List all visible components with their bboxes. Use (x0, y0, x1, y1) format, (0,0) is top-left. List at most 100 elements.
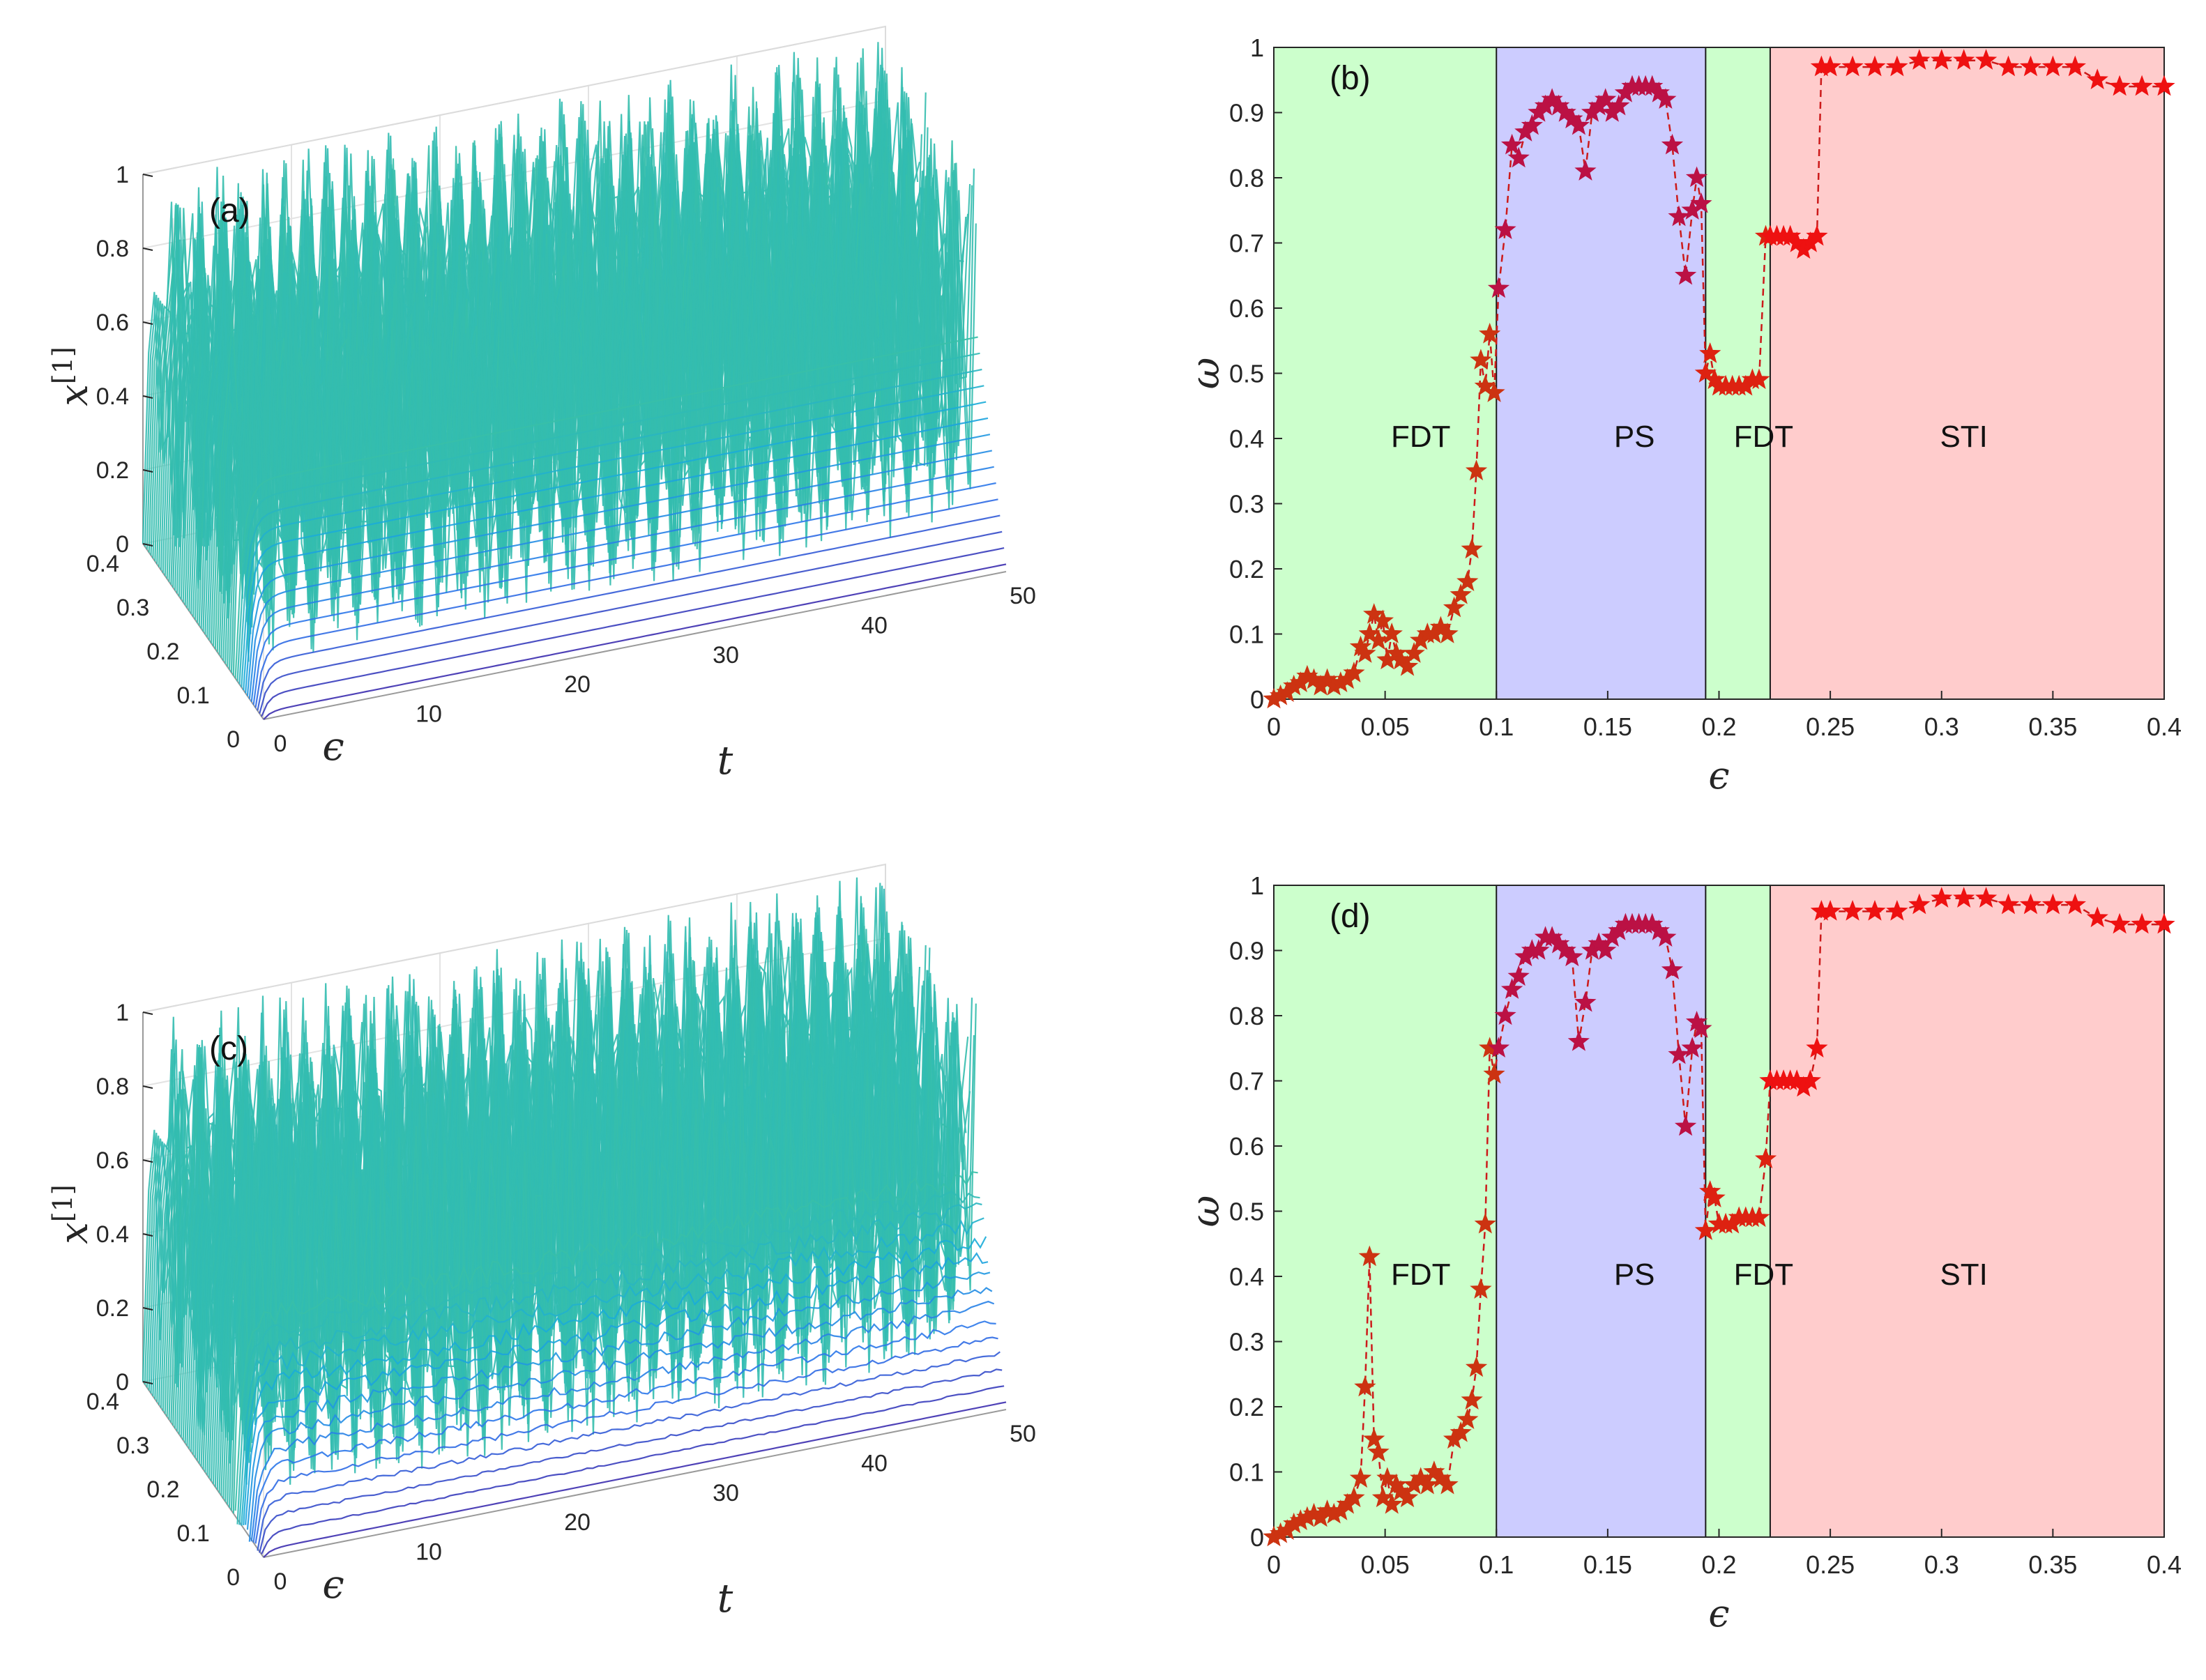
data-point (1931, 49, 1953, 70)
data-point (1661, 133, 1684, 155)
surface (142, 877, 1007, 1558)
data-point (1886, 899, 1908, 921)
data-point (1500, 133, 1523, 155)
region-label: FDT (1391, 1258, 1451, 1292)
region-label: STI (1940, 420, 1987, 454)
data-point (1367, 629, 1390, 650)
x-tick-label: 0.2 (1701, 1550, 1736, 1579)
data-point (1574, 160, 1597, 181)
data-point (1674, 1115, 1697, 1136)
eps-tick-label: 0 (227, 1564, 240, 1591)
surface-line (248, 450, 993, 699)
region-label: STI (1940, 1258, 1987, 1292)
data-point (1699, 342, 1721, 363)
x-tick-label: 0.3 (1924, 712, 1959, 741)
axis-frame (263, 571, 1007, 720)
z-axis-label-sup: [1] (47, 346, 78, 384)
surface-line (243, 401, 987, 691)
z-axis-label-sup: [1] (47, 1184, 78, 1222)
region-label: PS (1614, 1258, 1655, 1292)
z-tick-label: 0.6 (96, 310, 129, 336)
y-tick-label: 0 (1250, 1523, 1264, 1552)
data-point (2086, 906, 2108, 928)
data-point (1343, 662, 1365, 682)
t-tick-label: 10 (416, 1539, 442, 1566)
data-point (1841, 55, 1864, 77)
surface-line (250, 1300, 995, 1542)
t-axis-label: t (717, 738, 733, 784)
surface-plot-c: 00.20.40.60.8100.10.20.30.401020304050tϵ… (47, 863, 1036, 1621)
surface-line (238, 368, 982, 685)
region-ps-1 (1496, 885, 1706, 1537)
x-axis-label: ϵ (1708, 754, 1729, 797)
z-tick-label: 0.2 (96, 457, 129, 484)
data-point (2019, 893, 2042, 915)
data-point (2041, 893, 2064, 915)
data-point (1380, 1492, 1403, 1514)
region-label: FDT (1734, 420, 1794, 454)
data-point (1371, 609, 1394, 631)
data-point (1465, 1356, 1488, 1377)
data-point (1864, 55, 1886, 77)
region-fdt-0 (1274, 47, 1497, 699)
data-point (1450, 583, 1472, 604)
x-tick-label: 0.35 (2028, 1550, 2077, 1579)
data-point (1953, 887, 1975, 908)
data-point (2131, 912, 2153, 934)
data-point (2041, 55, 2064, 77)
data-point (1703, 1186, 1726, 1208)
data-point (1443, 596, 1466, 618)
data-point (1343, 1486, 1365, 1508)
data-point (1494, 1004, 1516, 1025)
region-label: FDT (1734, 1258, 1794, 1292)
y-tick-label: 0.3 (1229, 490, 1264, 519)
y-tick-label: 0.9 (1229, 99, 1264, 128)
data-point (1574, 991, 1597, 1012)
z-tick-mark (142, 469, 153, 473)
z-tick-mark (142, 1085, 153, 1089)
region-sti-3 (1770, 885, 2164, 1537)
surface-line (234, 1171, 978, 1511)
region-label: PS (1614, 420, 1655, 454)
data-point (1483, 381, 1505, 402)
surface-plot-a: 00.20.40.60.8100.10.20.30.401020304050tϵ… (47, 25, 1036, 784)
omega-plot-b: FDT PS FDT STI 0 0.05 0.1 0.15 0.2 0.25 0.3 0.35 0.4… (1183, 33, 2182, 797)
region-ps-1 (1496, 47, 1706, 699)
series-line (1273, 59, 2164, 701)
z-tick-label: 0.8 (96, 236, 129, 262)
data-point (1474, 1212, 1496, 1234)
data-point (1886, 55, 1908, 77)
eps-tick-label: 0.4 (86, 551, 119, 577)
data-point (1567, 114, 1590, 135)
z-tick-mark (142, 247, 153, 251)
y-axis-label: ω (1183, 1196, 1228, 1228)
x-tick-label: 0.2 (1701, 712, 1736, 741)
data-point (1608, 94, 1630, 116)
eps-tick-label: 0.1 (176, 682, 209, 709)
data-point (2108, 75, 2131, 96)
z-tick-mark (142, 1381, 153, 1384)
data-point (1975, 887, 1998, 908)
z-tick-label: 0.8 (96, 1074, 129, 1100)
y-tick-label: 1 (1250, 871, 1264, 900)
data-point (1864, 899, 1886, 921)
data-point (1567, 1030, 1590, 1051)
data-point (1690, 1017, 1712, 1038)
data-point (1470, 1278, 1492, 1299)
data-point (1450, 1421, 1472, 1442)
region-fdt-0 (1274, 885, 1497, 1537)
data-point (1494, 218, 1516, 240)
data-point (1681, 1037, 1703, 1058)
data-point (1436, 623, 1459, 643)
data-point (1690, 192, 1712, 213)
eps-tick-label: 0.2 (146, 639, 179, 665)
eps-tick-label: 0.3 (116, 595, 149, 621)
data-point (1507, 146, 1530, 168)
data-point (1416, 1473, 1438, 1495)
eps-tick-label: 0.2 (146, 1476, 179, 1503)
data-point (1953, 49, 1975, 70)
data-point (1595, 939, 1617, 960)
x-tick-label: 0.25 (1806, 712, 1855, 741)
z-tick-label: 0.4 (96, 383, 129, 410)
data-point (1668, 205, 1690, 227)
